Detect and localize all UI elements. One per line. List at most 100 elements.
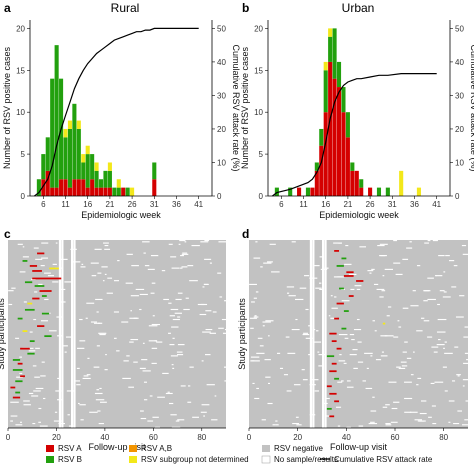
missing-sample-c bbox=[170, 308, 179, 311]
positive-run-d-a bbox=[329, 332, 337, 335]
panel-a-label: a bbox=[4, 1, 11, 15]
missing-sample-d bbox=[299, 287, 307, 289]
missing-sample-d bbox=[268, 335, 270, 337]
bar-a-week-9-rsv-a bbox=[54, 187, 59, 196]
missing-sample-d bbox=[334, 296, 337, 298]
missing-sample-c bbox=[10, 415, 18, 417]
legend-swatch-rsv-undetermined bbox=[129, 456, 137, 463]
missing-sample-d bbox=[436, 344, 445, 346]
missing-sample-c bbox=[170, 256, 177, 258]
missing-sample-c bbox=[95, 399, 105, 401]
missing-sample-d bbox=[265, 320, 274, 322]
panel-b-chart: 0 5 10 15 20 0 10 20 30 40 50 6 11 16 21 26 31 36 41 Epidem… bbox=[240, 20, 474, 220]
missing-sample-c bbox=[212, 311, 217, 313]
bar-a-week-15-rsv-b bbox=[81, 162, 86, 180]
missing-sample-d bbox=[388, 381, 397, 383]
missing-sample-c bbox=[19, 372, 23, 374]
positive-run-c-b bbox=[41, 295, 47, 297]
missing-sample-d bbox=[464, 419, 472, 421]
y2-tick-label-b: 10 bbox=[455, 158, 464, 167]
missing-sample-d bbox=[346, 386, 354, 388]
y2-tick-label-b: 20 bbox=[455, 125, 464, 134]
missing-sample-c bbox=[154, 426, 160, 428]
x-tick-label-b: 31 bbox=[388, 200, 397, 209]
bar-b-week-21-rsv-b bbox=[345, 112, 350, 138]
x-tick-label-b: 36 bbox=[410, 200, 419, 209]
missing-sample-d bbox=[438, 255, 445, 257]
missing-sample-c bbox=[99, 401, 107, 403]
missing-sample-d bbox=[393, 401, 400, 403]
y-tick-label-a: 0 bbox=[21, 192, 26, 201]
missing-sample-d bbox=[436, 275, 443, 277]
missing-visit-band-c bbox=[61, 240, 64, 428]
missing-sample-d bbox=[337, 381, 343, 383]
missing-sample-d bbox=[291, 328, 300, 331]
missing-sample-c bbox=[130, 339, 139, 341]
positive-run-c-a bbox=[37, 252, 45, 255]
x-tick-label-b: 6 bbox=[279, 200, 284, 209]
missing-sample-c bbox=[211, 419, 218, 421]
missing-sample-c bbox=[97, 410, 101, 412]
missing-sample-c bbox=[41, 242, 49, 244]
missing-sample-c bbox=[64, 281, 72, 283]
missing-sample-d bbox=[254, 315, 257, 317]
missing-sample-c bbox=[28, 392, 34, 395]
missing-sample-c bbox=[189, 280, 198, 282]
missing-sample-c bbox=[177, 344, 185, 346]
missing-sample-c bbox=[129, 341, 134, 343]
missing-sample-c bbox=[15, 337, 20, 339]
missing-sample-c bbox=[11, 287, 16, 289]
missing-sample-c bbox=[172, 337, 175, 339]
missing-visit-band-c bbox=[70, 240, 74, 428]
bar-b-week-33-rsv-undetermined bbox=[399, 170, 404, 196]
missing-sample-c bbox=[143, 252, 146, 254]
missing-sample-c bbox=[182, 252, 188, 254]
missing-sample-c bbox=[101, 266, 108, 268]
positive-run-c-b bbox=[41, 312, 50, 315]
missing-sample-d bbox=[356, 318, 360, 321]
missing-sample-c bbox=[169, 344, 175, 346]
y-tick-label-a: 20 bbox=[16, 24, 25, 33]
positive-run-d-a bbox=[356, 280, 364, 282]
bar-b-week-30-rsv-b bbox=[385, 187, 390, 196]
missing-sample-c bbox=[141, 359, 148, 361]
y2-tick-label-b: 40 bbox=[455, 58, 464, 67]
bar-a-week-7-rsv-a bbox=[45, 170, 50, 196]
missing-sample-d bbox=[463, 362, 469, 364]
y-tick-label-a: 15 bbox=[16, 66, 25, 75]
missing-sample-d bbox=[275, 420, 278, 422]
missing-sample-c bbox=[38, 421, 42, 423]
missing-sample-d bbox=[295, 318, 298, 321]
missing-sample-d bbox=[385, 424, 392, 426]
positive-run-d-a bbox=[334, 317, 340, 320]
missing-sample-c bbox=[31, 395, 39, 397]
missing-sample-d bbox=[253, 297, 257, 299]
positive-run-d-b bbox=[326, 355, 335, 358]
missing-sample-d bbox=[269, 243, 276, 245]
missing-sample-c bbox=[140, 410, 144, 412]
missing-sample-c bbox=[71, 261, 81, 263]
missing-sample-c bbox=[201, 360, 204, 362]
bar-b-week-8-rsv-b bbox=[288, 187, 293, 196]
missing-sample-c bbox=[149, 395, 153, 397]
missing-sample-d bbox=[442, 296, 451, 298]
y-tick-label-b: 10 bbox=[254, 108, 263, 117]
positive-run-d-a bbox=[336, 302, 344, 305]
missing-sample-d bbox=[254, 397, 260, 400]
missing-sample-d bbox=[344, 337, 349, 339]
missing-sample-c bbox=[38, 283, 43, 285]
missing-sample-d bbox=[372, 320, 375, 322]
bar-a-week-16-rsv-b bbox=[85, 154, 90, 188]
missing-sample-d bbox=[305, 308, 309, 311]
missing-sample-d bbox=[400, 361, 407, 363]
missing-sample-c bbox=[168, 402, 174, 405]
bar-a-week-13-rsv-a bbox=[72, 179, 77, 196]
missing-sample-c bbox=[82, 377, 91, 379]
x-tick-label-b: 26 bbox=[366, 200, 375, 209]
x-tick-label-b: 21 bbox=[343, 200, 352, 209]
missing-sample-d bbox=[261, 419, 266, 421]
missing-sample-d bbox=[251, 301, 255, 303]
missing-sample-c bbox=[98, 422, 104, 425]
bar-b-week-10-rsv-a bbox=[297, 187, 302, 196]
missing-sample-c bbox=[165, 392, 173, 395]
